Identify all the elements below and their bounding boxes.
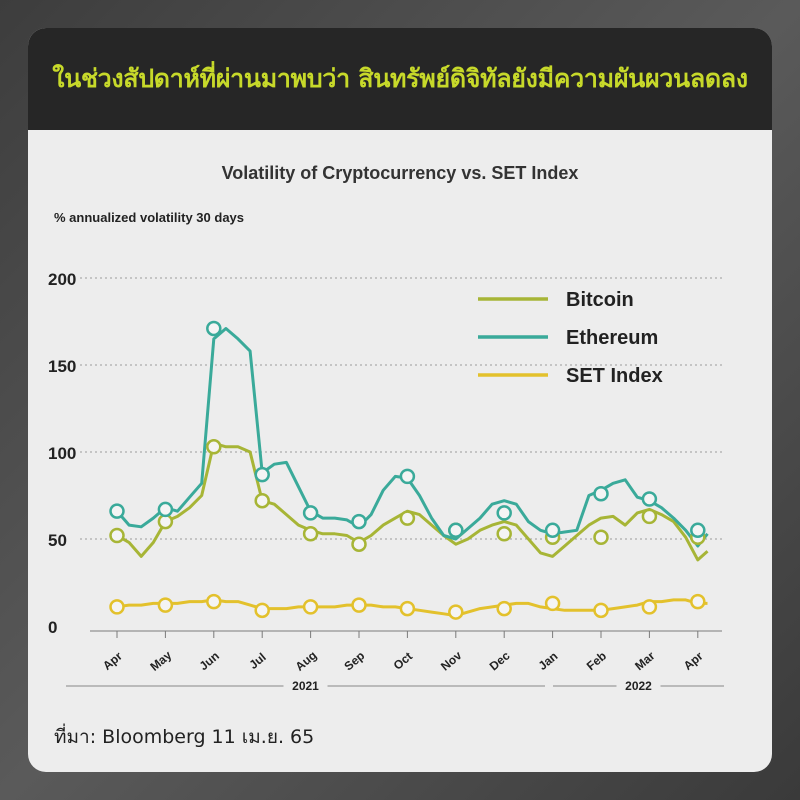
- chart-title: Volatility of Cryptocurrency vs. SET Ind…: [221, 163, 579, 183]
- x-tick-label: Jul: [246, 650, 268, 672]
- x-tick-label: Oct: [391, 649, 415, 673]
- data-point-ethereum: [399, 468, 416, 485]
- data-point-ethereum: [448, 522, 464, 539]
- x-tick-label: Feb: [584, 649, 609, 673]
- data-point-ethereum: [641, 491, 658, 507]
- data-point-set-index: [690, 593, 706, 610]
- x-tick-label: Apr: [100, 649, 125, 673]
- x-tick-label: Dec: [487, 648, 513, 673]
- data-point-bitcoin: [399, 510, 416, 526]
- data-point-ethereum: [496, 505, 512, 521]
- data-point-bitcoin: [254, 492, 270, 509]
- year-label: 2022: [625, 679, 652, 693]
- y-axis-label: % annualized volatility 30 days: [54, 210, 245, 225]
- x-tick-label: May: [147, 648, 174, 674]
- data-point-ethereum: [690, 522, 706, 539]
- data-point-bitcoin: [206, 439, 222, 455]
- data-point-bitcoin: [109, 527, 125, 544]
- data-point-ethereum: [593, 486, 609, 502]
- x-tick-label: Jun: [197, 649, 222, 673]
- x-tick-label: Mar: [632, 649, 658, 674]
- series-line-bitcoin: [116, 441, 709, 562]
- data-point-ethereum: [157, 501, 174, 518]
- year-label-bg: [616, 676, 661, 696]
- data-point-bitcoin: [496, 526, 512, 542]
- header-banner: ในช่วงสัปดาห์ที่ผ่านมาพบว่า สินทรัพย์ดิจ…: [28, 28, 772, 130]
- data-point-set-index: [399, 600, 416, 617]
- x-tick-label: Jan: [536, 649, 561, 673]
- series-line-ethereum: [115, 327, 709, 548]
- data-point-set-index: [448, 604, 464, 620]
- y-tick-label: 100: [48, 444, 76, 463]
- x-tick-label: Sep: [341, 648, 367, 673]
- legend-label: Ethereum: [566, 327, 658, 349]
- y-tick-label: 200: [48, 270, 76, 289]
- data-point-bitcoin: [302, 526, 319, 542]
- legend-label: Bitcoin: [566, 289, 634, 311]
- data-point-set-index: [302, 599, 319, 615]
- data-point-ethereum: [351, 513, 367, 530]
- data-point-set-index: [206, 593, 222, 610]
- data-point-set-index: [496, 600, 512, 617]
- x-tick-label: Aug: [293, 648, 320, 674]
- year-label-bg: [283, 676, 328, 696]
- data-point-ethereum: [109, 503, 125, 519]
- data-point-set-index: [544, 595, 561, 612]
- data-point-ethereum: [544, 522, 561, 539]
- banner-headline: ในช่วงสัปดาห์ที่ผ่านมาพบว่า สินทรัพย์ดิจ…: [52, 64, 748, 93]
- chart-card: ในช่วงสัปดาห์ที่ผ่านมาพบว่า สินทรัพย์ดิจ…: [28, 28, 772, 772]
- x-tick-label: Nov: [438, 648, 465, 674]
- data-point-set-index: [109, 599, 125, 615]
- year-label: 2021: [292, 679, 319, 693]
- data-point-set-index: [641, 599, 658, 615]
- data-point-ethereum: [254, 466, 270, 483]
- data-point-bitcoin: [351, 536, 367, 552]
- y-tick-label: 150: [48, 357, 76, 376]
- data-point-bitcoin: [641, 508, 658, 525]
- data-point-bitcoin: [593, 529, 609, 546]
- data-point-set-index: [254, 602, 270, 619]
- y-tick-label: 0: [48, 618, 57, 637]
- data-point-set-index: [593, 602, 609, 619]
- legend-label: SET Index: [566, 365, 663, 387]
- data-point-ethereum: [206, 320, 222, 337]
- data-point-ethereum: [302, 505, 319, 521]
- x-tick-label: Apr: [681, 649, 706, 673]
- data-point-set-index: [157, 597, 174, 613]
- source-note: ที่มา: Bloomberg 11 เม.ย. 65: [54, 726, 315, 748]
- data-point-set-index: [351, 597, 367, 613]
- y-tick-label: 50: [48, 531, 67, 550]
